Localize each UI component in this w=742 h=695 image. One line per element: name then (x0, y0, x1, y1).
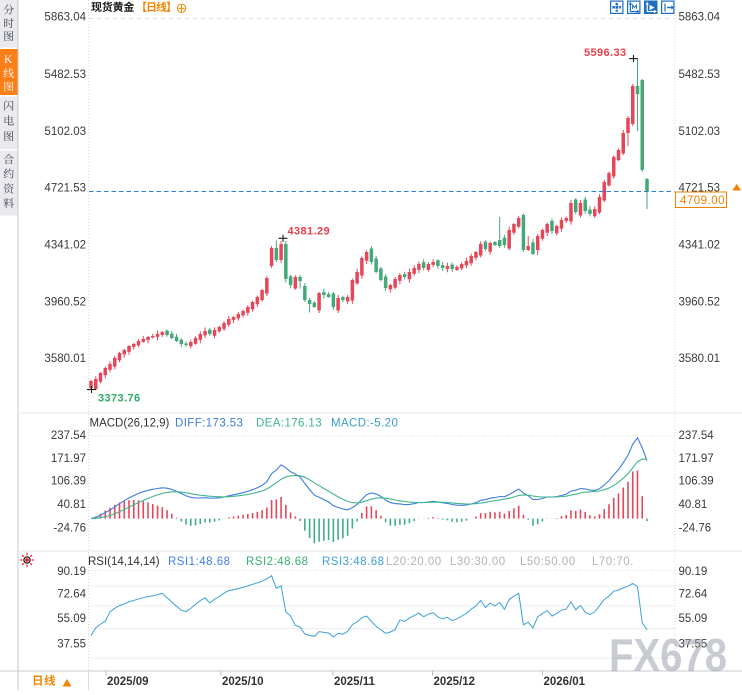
svg-text:4709.00: 4709.00 (680, 195, 725, 207)
svg-text:L20:20.00: L20:20.00 (386, 556, 442, 568)
svg-text:171.97: 171.97 (51, 453, 86, 465)
svg-text:40.81: 40.81 (57, 499, 86, 511)
svg-text:5482.53: 5482.53 (679, 69, 721, 81)
svg-text:MACD:-5.20: MACD:-5.20 (331, 418, 398, 430)
svg-text:DIFF:173.53: DIFF:173.53 (175, 418, 243, 430)
svg-text:2025/11: 2025/11 (334, 676, 376, 688)
svg-text:2025/09: 2025/09 (107, 676, 149, 688)
svg-text:171.97: 171.97 (679, 453, 714, 465)
svg-text:37.55: 37.55 (57, 639, 86, 651)
svg-text:3960.52: 3960.52 (679, 297, 721, 309)
svg-text:K: K (4, 54, 13, 66)
svg-text:106.39: 106.39 (51, 476, 86, 488)
svg-text:L30:30.00: L30:30.00 (450, 556, 506, 568)
svg-text:RSI(14,14,14): RSI(14,14,14) (88, 556, 160, 568)
svg-text:72.64: 72.64 (679, 589, 708, 601)
svg-text:37.55: 37.55 (679, 639, 708, 651)
svg-text:2025/10: 2025/10 (222, 676, 264, 688)
svg-text:-24.76: -24.76 (53, 522, 86, 534)
svg-text:3580.01: 3580.01 (44, 353, 86, 365)
svg-text:4341.02: 4341.02 (679, 240, 721, 252)
svg-text:4381.29: 4381.29 (288, 226, 331, 238)
svg-text:DEA:176.13: DEA:176.13 (256, 418, 322, 430)
svg-text:RSI1:48.68: RSI1:48.68 (168, 556, 231, 568)
svg-text:RSI3:48.68: RSI3:48.68 (322, 556, 385, 568)
svg-text:L70:70.: L70:70. (592, 556, 634, 568)
svg-text:2025/12: 2025/12 (434, 676, 476, 688)
svg-text:4721.53: 4721.53 (44, 183, 86, 195)
svg-text:5863.04: 5863.04 (44, 12, 86, 24)
svg-text:MACD(26,12,9): MACD(26,12,9) (90, 418, 170, 430)
svg-text:RSI2:48.68: RSI2:48.68 (246, 556, 309, 568)
svg-text:5482.53: 5482.53 (44, 69, 86, 81)
svg-text:-24.76: -24.76 (679, 522, 712, 534)
svg-text:40.81: 40.81 (679, 499, 708, 511)
svg-text:3373.76: 3373.76 (98, 393, 141, 405)
svg-text:FX678: FX678 (609, 629, 727, 681)
svg-text:L50:50.00: L50:50.00 (520, 556, 576, 568)
svg-text:90.19: 90.19 (57, 566, 86, 578)
svg-text:3580.01: 3580.01 (679, 353, 721, 365)
svg-text:5102.03: 5102.03 (44, 126, 86, 138)
svg-text:5596.33: 5596.33 (584, 47, 627, 59)
svg-text:3960.52: 3960.52 (44, 297, 86, 309)
svg-text:2026/01: 2026/01 (544, 676, 586, 688)
svg-text:237.54: 237.54 (679, 430, 715, 442)
svg-text:55.09: 55.09 (57, 613, 86, 625)
svg-text:5102.03: 5102.03 (679, 126, 721, 138)
svg-text:72.64: 72.64 (57, 589, 86, 601)
svg-text:5863.04: 5863.04 (679, 12, 721, 24)
svg-text:55.09: 55.09 (679, 613, 708, 625)
svg-text:90.19: 90.19 (679, 566, 708, 578)
svg-text:237.54: 237.54 (51, 430, 87, 442)
svg-text:4341.02: 4341.02 (44, 240, 86, 252)
svg-text:106.39: 106.39 (679, 476, 714, 488)
